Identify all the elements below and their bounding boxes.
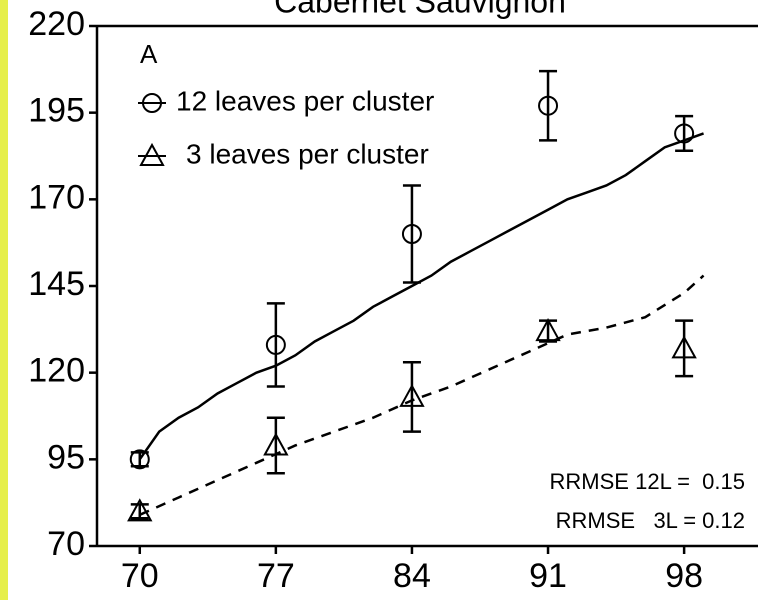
error-bar	[539, 69, 558, 142]
x-tick-label: 91	[529, 557, 567, 595]
error-bar	[402, 184, 421, 284]
side-strip	[0, 0, 8, 600]
data-point	[399, 383, 425, 407]
annotation: RRMSE 12L = 0.15	[550, 469, 745, 494]
y-tick-label: 195	[28, 92, 85, 130]
model-line	[138, 132, 704, 461]
data-point	[263, 432, 289, 456]
x-tick-label: 98	[665, 557, 703, 595]
panel-label: A	[140, 39, 158, 69]
error-bar	[130, 503, 149, 520]
y-tick-label: 170	[28, 178, 85, 216]
legend-label: 12 leaves per cluster	[176, 85, 434, 116]
legend-marker	[142, 93, 162, 113]
x-tick-label: 84	[393, 557, 431, 595]
x-tick-label: 70	[121, 557, 159, 595]
legend-marker	[139, 142, 165, 166]
error-bar	[130, 451, 149, 468]
data-point	[129, 449, 150, 470]
y-tick-label: 120	[28, 352, 85, 390]
error-bar	[402, 361, 421, 433]
error-bar	[675, 114, 694, 153]
y-tick-label: 145	[28, 265, 85, 303]
data-point	[671, 335, 697, 359]
error-bar	[675, 319, 694, 378]
legend-label: 3 leaves per cluster	[186, 138, 429, 169]
data-point	[401, 224, 422, 244]
data-point	[674, 123, 695, 144]
y-tick-label: 95	[47, 438, 85, 476]
annotation: RRMSE 3L = 0.12	[556, 508, 745, 533]
x-tick-label: 77	[257, 557, 295, 595]
model-line	[139, 274, 705, 516]
chart-title: Cabernet Sauvignon	[274, 0, 566, 19]
data-point	[127, 498, 153, 522]
data-point	[265, 334, 286, 355]
y-tick-label: 220	[28, 5, 85, 43]
error-bar	[266, 416, 285, 475]
data-point	[538, 95, 559, 116]
y-tick-label: 70	[47, 525, 85, 563]
error-bar	[266, 302, 285, 388]
data-point	[535, 317, 561, 342]
